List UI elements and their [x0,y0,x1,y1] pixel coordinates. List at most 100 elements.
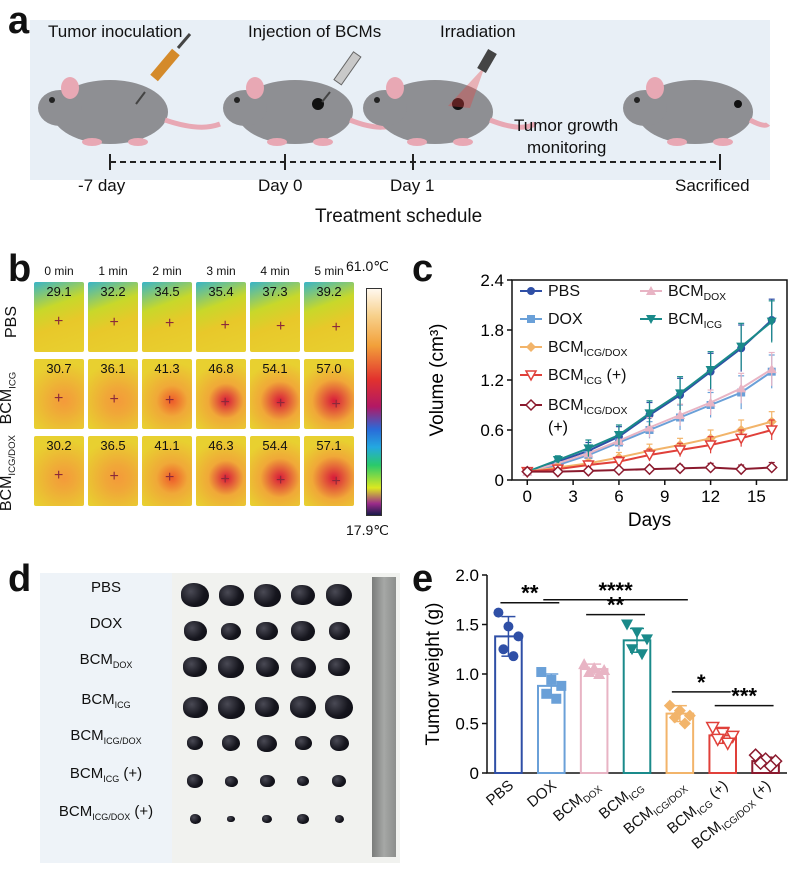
y-tick-label: 0.5 [455,715,479,734]
timeline [109,154,721,170]
temperature-value: 57.0 [316,361,342,376]
data-point [552,456,563,465]
thermal-image: 54.1 + [250,359,300,429]
data-point [683,709,696,722]
y-tick-label: 1.2 [480,371,504,390]
data-point [583,444,594,454]
timepoint-day1: Day 1 [390,176,435,195]
step-irradiation: Irradiation [440,22,516,41]
tumor-sample [257,734,277,752]
data-point [526,342,536,352]
data-point [527,315,535,323]
crosshair-icon: + [109,468,119,486]
time-label: 2 min [152,264,182,278]
tumor-sample [291,620,315,642]
panel-label-d: d [8,558,32,600]
laser-icon [448,48,497,108]
data-point [636,649,648,661]
data-point [763,759,778,774]
temperature-value: 36.1 [100,361,126,376]
data-point [673,445,687,457]
tumor-sample [328,657,350,677]
legend-entry: BCMICG (+) [520,367,627,387]
data-point [593,668,606,679]
photo-group-label: DOX [89,615,123,632]
temperature-value: 35.4 [208,284,234,299]
tumor-sample [290,656,316,678]
thermal-image: 54.4 + [250,436,300,506]
tumor-sample [187,736,203,750]
y-tick-label: 1.8 [480,321,504,340]
data-point [705,366,716,375]
significance-label: *** [731,684,757,709]
crosshair-icon: + [331,473,341,490]
data-point [503,621,514,632]
legend-entry: BCMDOX [640,283,726,303]
data-point [720,737,735,751]
tumor-sample [253,583,281,607]
tumor-sample [326,584,352,607]
crosshair-icon: + [220,470,230,488]
temperature-value: 41.1 [154,438,180,453]
x-tick-label: 3 [568,487,577,506]
x-tick-label: 9 [660,487,669,506]
data-point [675,389,686,399]
y-axis-label: Tumor weight (g) [423,603,444,746]
crosshair-icon: + [276,317,286,335]
data-point [646,286,656,295]
data-point [643,463,656,476]
tumor-sample [259,774,275,788]
tumor-sample [181,583,209,608]
data-point [735,463,748,476]
timepoint-minus7: -7 day [78,176,126,195]
tumor-sample [189,814,201,824]
data-point [513,631,524,642]
y-tick-label: 0 [470,764,479,783]
significance-label: **** [598,578,633,603]
data-point [626,644,638,656]
data-point [521,465,534,478]
temperature-value: 29.1 [46,284,72,299]
tumor-sample [227,815,235,823]
tumor-sample [255,696,279,718]
data-point [644,422,655,432]
tumor-sample [182,696,208,718]
data-point [766,317,777,327]
tumor-weight-chart: 0 0.5 1.0 1.5 2.0 Tumor weight (g) PBS DOXBCMDO… [423,566,787,853]
data-point [663,699,676,712]
data-point [725,730,740,744]
temperature-value: 36.5 [100,438,126,453]
crosshair-icon: + [54,390,64,407]
data-point [613,431,624,440]
significance-label: ** [607,593,625,618]
data-point [524,398,538,412]
legend-entry: DOX [520,311,583,328]
y-tick-label: 0 [495,471,504,490]
x-tick-label: 12 [701,487,720,506]
thermal-image: 41.3 + [142,359,192,429]
crosshair-icon: + [165,392,175,410]
data-point [551,693,562,704]
legend-label: BCMICG/DOX [548,339,628,359]
treatment-schedule-panel: Tumor inoculation Injection of BCMs Irra… [30,20,770,235]
data-point [646,315,656,324]
temperature-value: 34.5 [154,284,180,299]
data-point [578,658,591,670]
crosshair-icon: + [276,471,286,489]
data-point [524,370,538,382]
significance-label: * [697,670,706,695]
x-category-label: BCMDOX [550,777,605,828]
legend-entry: BCMICG/DOX (+) [520,397,628,436]
syringe-1-icon [135,33,192,105]
time-label: 5 min [314,264,344,278]
data-point [551,465,564,478]
x-axis-label: Days [628,510,671,531]
row-label-bcm-icg-dox: BCMICG/DOX [0,435,19,512]
data-point [546,674,557,685]
photo-group-label: BCMICG/DOX (+) [58,803,154,822]
time-label: 1 min [98,264,128,278]
data-point [612,463,626,477]
thermal-image: 41.1 + [142,436,192,506]
legend-label: BCMICG (+) [548,367,627,387]
x-tick-label: 6 [614,487,623,506]
